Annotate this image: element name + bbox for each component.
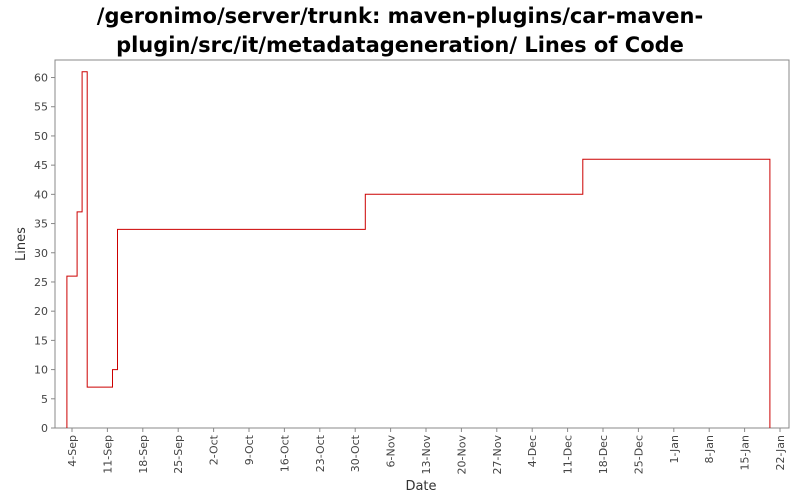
x-tick-label: 23-Oct — [314, 434, 327, 472]
x-tick-label: 16-Oct — [278, 434, 291, 472]
x-tick-label: 8-Jan — [703, 435, 716, 464]
x-tick-label: 1-Jan — [668, 435, 681, 464]
x-tick-label: 25-Sep — [172, 435, 185, 474]
x-tick-label: 18-Sep — [137, 435, 150, 474]
y-tick-label: 35 — [34, 218, 48, 231]
x-tick-label: 2-Oct — [208, 434, 221, 465]
y-tick-label: 30 — [34, 247, 48, 260]
x-tick-label: 22-Jan — [774, 435, 787, 471]
y-tick-label: 15 — [34, 334, 48, 347]
plot-area — [54, 59, 790, 429]
chart-title-line-2: plugin/src/it/metadatageneration/ Lines … — [116, 33, 684, 57]
y-tick-label: 55 — [34, 101, 48, 114]
x-tick-label: 11-Dec — [562, 435, 575, 474]
chart-title-line-1: /geronimo/server/trunk: maven-plugins/ca… — [96, 4, 704, 28]
y-tick-label: 45 — [34, 159, 48, 172]
series-layer — [66, 71, 771, 428]
x-tick-label: 4-Dec — [526, 435, 539, 467]
x-tick-label: 13-Nov — [420, 435, 433, 475]
y-tick-label: 40 — [34, 188, 48, 201]
chart-title: /geronimo/server/trunk: maven-plugins/ca… — [0, 2, 800, 60]
y-tick-label: 5 — [41, 393, 48, 406]
y-tick-label: 25 — [34, 276, 48, 289]
x-tick-label: 11-Sep — [101, 435, 114, 474]
x-tick-label: 9-Oct — [243, 434, 256, 465]
x-axis-label: Date — [405, 479, 436, 494]
x-tick-label: 30-Oct — [349, 434, 362, 472]
y-axis: 0 5 10 15 20 25 30 35 40 45 50 55 60 — [34, 72, 55, 435]
y-tick-label: 0 — [41, 422, 48, 435]
y-tick-label: 10 — [34, 364, 48, 377]
y-tick-label: 60 — [34, 72, 48, 85]
y-tick-label: 50 — [34, 130, 48, 143]
x-axis: 4-Sep 11-Sep 18-Sep 25-Sep 2-Oct 9-Oct 16-Oct 2… — [66, 428, 787, 474]
x-tick-label: 15-Jan — [739, 435, 752, 471]
x-tick-label: 4-Sep — [66, 435, 79, 467]
x-tick-label: 18-Dec — [597, 435, 610, 474]
x-tick-label: 20-Nov — [455, 435, 468, 475]
x-tick-label: 6-Nov — [385, 435, 398, 468]
series-line-0 — [66, 71, 771, 428]
y-axis-label: Lines — [14, 227, 29, 261]
x-tick-label: 27-Nov — [491, 435, 504, 475]
y-tick-label: 20 — [34, 305, 48, 318]
x-tick-label: 25-Dec — [632, 435, 645, 474]
